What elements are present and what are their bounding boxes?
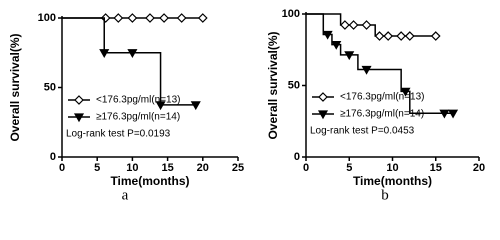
annotation: Log-rank test P=0.0193 <box>66 129 171 140</box>
y-tick-label: 100 <box>38 12 56 24</box>
censor-marker <box>99 49 110 58</box>
censor-marker <box>331 41 342 50</box>
legend-label: ≥176.3pg/ml(n=14) <box>96 112 180 123</box>
legend-label: ≥176.3pg/ml(n=14) <box>340 109 424 120</box>
panel-caption: b <box>381 187 389 203</box>
x-tick-label: 5 <box>94 162 100 174</box>
survival-line <box>62 17 196 106</box>
censor-marker <box>348 20 359 30</box>
x-tick-label: 20 <box>197 162 209 174</box>
panel-caption: a <box>122 187 129 203</box>
y-tick-label: 100 <box>282 8 300 20</box>
y-axis-label: Overall survival(%) <box>266 31 280 139</box>
censor-marker <box>322 30 333 40</box>
x-tick-label: 10 <box>386 162 398 174</box>
y-tick-label: 50 <box>44 81 56 93</box>
y-tick-label: 50 <box>288 79 300 91</box>
x-axis-label: Time(months) <box>353 174 432 188</box>
x-tick-label: 5 <box>346 162 352 174</box>
x-tick-label: 0 <box>59 162 65 174</box>
censor-marker <box>113 13 124 23</box>
y-axis-label: Overall survival(%) <box>8 33 22 141</box>
x-tick-label: 25 <box>232 162 244 174</box>
censor-marker <box>127 13 138 23</box>
x-tick-label: 10 <box>126 162 138 174</box>
censor-marker <box>197 13 208 23</box>
censor-marker <box>404 31 415 41</box>
censor-marker <box>176 13 187 23</box>
censor-marker <box>155 101 166 111</box>
x-tick-label: 0 <box>303 162 309 174</box>
censor-marker <box>374 31 385 41</box>
censor-marker <box>448 109 459 119</box>
x-tick-label: 15 <box>161 162 173 174</box>
x-tick-label: 20 <box>473 162 485 174</box>
legend-marker <box>74 95 84 105</box>
censor-marker <box>361 65 372 75</box>
x-tick-label: 15 <box>430 162 442 174</box>
censor-marker <box>145 13 155 23</box>
x-axis-label: Time(months) <box>110 174 189 188</box>
page: 0 5 10 15 20 25 0 50 100 Time(months) Overall surv… <box>8 7 486 204</box>
legend-marker <box>317 110 329 120</box>
censor-marker <box>340 20 350 30</box>
legend-marker <box>73 113 85 123</box>
legend-marker <box>318 92 328 102</box>
legend-label: <176.3pg/ml(n=13) <box>96 95 181 106</box>
y-tick-label: 0 <box>50 151 56 163</box>
legend-label: <176.3pg/ml(n=13) <box>340 92 425 103</box>
censor-marker <box>396 31 406 41</box>
censor-marker <box>430 31 441 41</box>
censor-marker <box>361 20 372 30</box>
censor-marker <box>127 49 138 58</box>
censor-marker <box>400 87 411 97</box>
censor-marker <box>439 109 450 119</box>
annotation: Log-rank test P=0.0453 <box>310 126 415 137</box>
censor-marker <box>159 13 169 23</box>
y-tick-label: 0 <box>294 151 300 163</box>
censor-marker <box>344 51 355 61</box>
censor-marker <box>383 31 394 41</box>
censor-marker <box>190 101 201 111</box>
